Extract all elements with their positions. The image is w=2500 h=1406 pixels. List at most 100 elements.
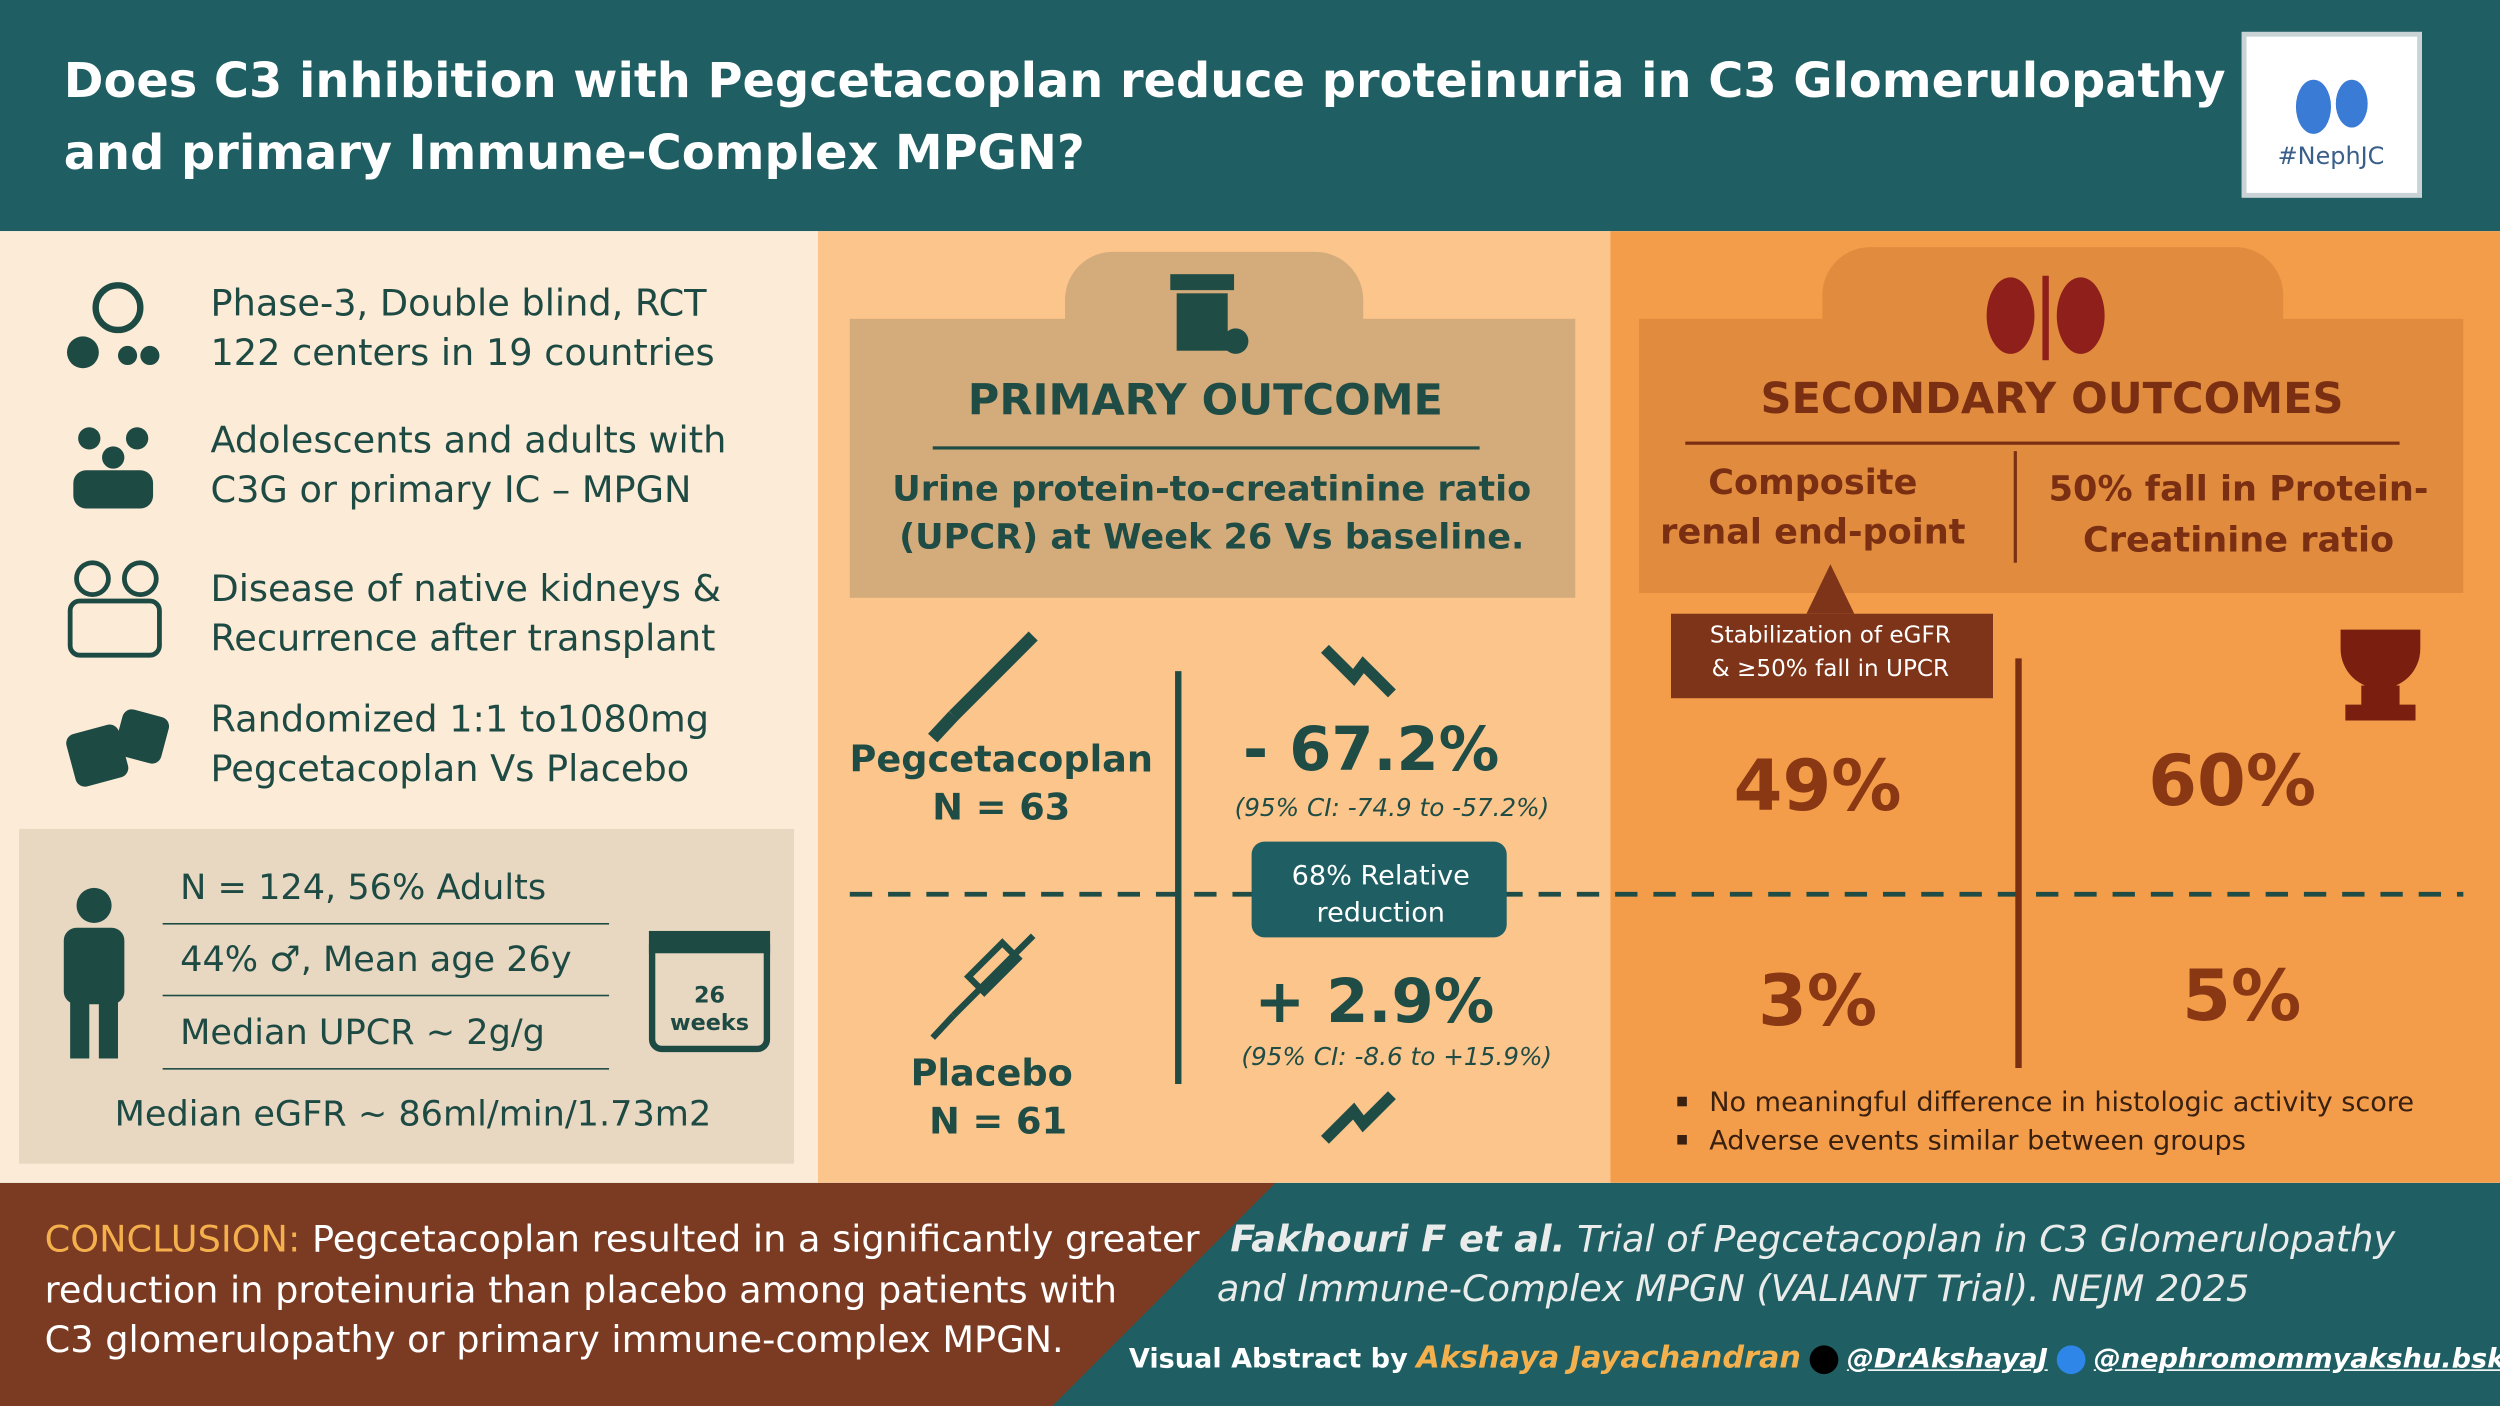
logo-icon [2295, 79, 2368, 134]
patients-icon [67, 560, 162, 658]
cup-lid [1170, 274, 1235, 291]
divider [1685, 441, 2400, 445]
design-icons [66, 282, 170, 787]
shape [125, 427, 149, 450]
divider [162, 994, 610, 997]
shape [102, 446, 125, 469]
shape [930, 1013, 956, 1040]
header-bar [0, 0, 2500, 232]
cup-body [1176, 293, 1228, 351]
shape [74, 560, 111, 597]
footer-brown [0, 1182, 1276, 1406]
shape [78, 427, 101, 450]
conclusion-label: CONCLUSION: [44, 1219, 301, 1261]
design-line: 122 centers in 19 countries [210, 333, 715, 375]
credit-handle[interactable]: @nephromommyakshu.bsky.social [2093, 1343, 2500, 1376]
callout-box [1670, 564, 1993, 699]
arm-n: N = 61 [929, 1101, 1068, 1143]
design-line: C3G or primary IC – MPGN [210, 470, 692, 512]
shape [951, 933, 1036, 1018]
design-line: Disease of native kidneys & [210, 569, 722, 611]
primary-description: (UPCR) at Week 26 Vs baseline. [899, 518, 1525, 558]
design-line: Pegcetacoplan Vs Placebo [210, 749, 690, 791]
population-egfr: Median eGFR ~ 86ml/min/1.73m2 [114, 1095, 712, 1135]
relative-box [1251, 841, 1507, 938]
title-line: and primary Immune-Complex MPGN? [63, 125, 1085, 182]
outcome-lines [849, 629, 2464, 1144]
design-line: Adolescents and adults with [210, 420, 727, 463]
title-line: Does C3 inhibition with Pegcetacoplan re… [63, 54, 2226, 110]
credit-handle[interactable]: @DrAkshayaJ [1846, 1343, 2048, 1376]
logo-box: #NephJC [2241, 31, 2422, 198]
relative-text: reduction [1316, 897, 1445, 930]
secondary-value: 5% [2182, 956, 2302, 1038]
kidney [2295, 79, 2332, 134]
kidney [1986, 277, 2035, 354]
population-row: 44% ♂, Mean age 26y [180, 940, 572, 981]
note: Adverse events similar between groups [1709, 1125, 2246, 1158]
secondary-value: 3% [1758, 961, 1878, 1043]
secondary-heading: Composite [1708, 463, 1918, 504]
citation-authors: Fakhouri F et al. [1230, 1219, 1566, 1261]
arm-name: Placebo [910, 1053, 1073, 1096]
secondary-heading: 50% fall in Protein- [2048, 470, 2429, 511]
relative-text: 68% Relative [1291, 860, 1470, 893]
syringe-icon [928, 631, 1038, 743]
secondary-heading: Creatinine ratio [2082, 521, 2395, 562]
shape [67, 598, 162, 658]
design-line: Randomized 1:1 to1080mg [210, 699, 710, 742]
primary-box [849, 318, 1576, 598]
shape [66, 724, 129, 787]
callout-rect [1670, 613, 1993, 699]
drop [1222, 328, 1249, 354]
callout-text: & ≥50% fall in UPCR [1711, 656, 1950, 683]
callout-pointer [1806, 564, 1855, 614]
urine-cup-icon [1170, 274, 1249, 354]
trophy-icon [2340, 629, 2421, 721]
arm-n: N = 63 [932, 787, 1071, 829]
kidney [2335, 79, 2368, 128]
icon [92, 282, 144, 334]
population-row: N = 124, 56% Adults [180, 868, 547, 909]
shape [948, 631, 1038, 721]
arm-ci: (95% CI: -8.6 to +15.9%) [1241, 1042, 1553, 1072]
icon [117, 345, 138, 366]
shape [963, 938, 1023, 997]
citation-line: and Immune-Complex MPGN (VALIANT Trial).… [1216, 1268, 2250, 1311]
conclusion-line: C3 glomerulopathy or primary immune-comp… [44, 1319, 1064, 1362]
shape [114, 709, 170, 764]
note: No meaningful difference in histologic a… [1709, 1087, 2415, 1120]
secondary-heading: renal end-point [1660, 513, 1966, 554]
arm-result: - 67.2% [1242, 714, 1500, 785]
bullet [1677, 1134, 1687, 1145]
secondary-box [1639, 318, 2464, 594]
kidney [2056, 277, 2105, 354]
syringe-icon [930, 933, 1036, 1040]
person-icon [63, 887, 125, 1059]
leg [98, 991, 118, 1059]
conclusion-text: Pegcetacoplan resulted in a significantl… [312, 1219, 1200, 1261]
divider [162, 922, 610, 925]
bluesky-icon [2056, 1345, 2086, 1375]
callout-text: Stabilization of eGFR [1709, 623, 1951, 649]
logo-text: #NephJC [2277, 141, 2385, 171]
up-arrow [1321, 1091, 1396, 1144]
secondary-title: SECONDARY OUTCOMES [1760, 374, 2344, 425]
arm-ci: (95% CI: -74.9 to -57.2%) [1234, 793, 1550, 823]
calendar-unit: weeks [669, 1010, 750, 1037]
population-box [19, 828, 795, 1164]
secondary-value: 60% [2148, 741, 2317, 823]
arm-result: + 2.9% [1254, 966, 1495, 1037]
arm-name: Pegcetacoplan [849, 739, 1154, 782]
conclusion-line: CONCLUSION: Pegcetacoplan resulted in a … [45, 1219, 1200, 1260]
secondary-value: 49% [1733, 746, 1902, 828]
footer-shapes [0, 1182, 2500, 1406]
kidneys-icon [1986, 275, 2105, 361]
credit-line: Visual Abstract by Akshaya Jayachandran … [1129, 1341, 2500, 1376]
shape [73, 470, 154, 509]
leg [70, 991, 90, 1059]
conclusion-line: reduction in proteinuria than placebo am… [44, 1270, 1118, 1312]
